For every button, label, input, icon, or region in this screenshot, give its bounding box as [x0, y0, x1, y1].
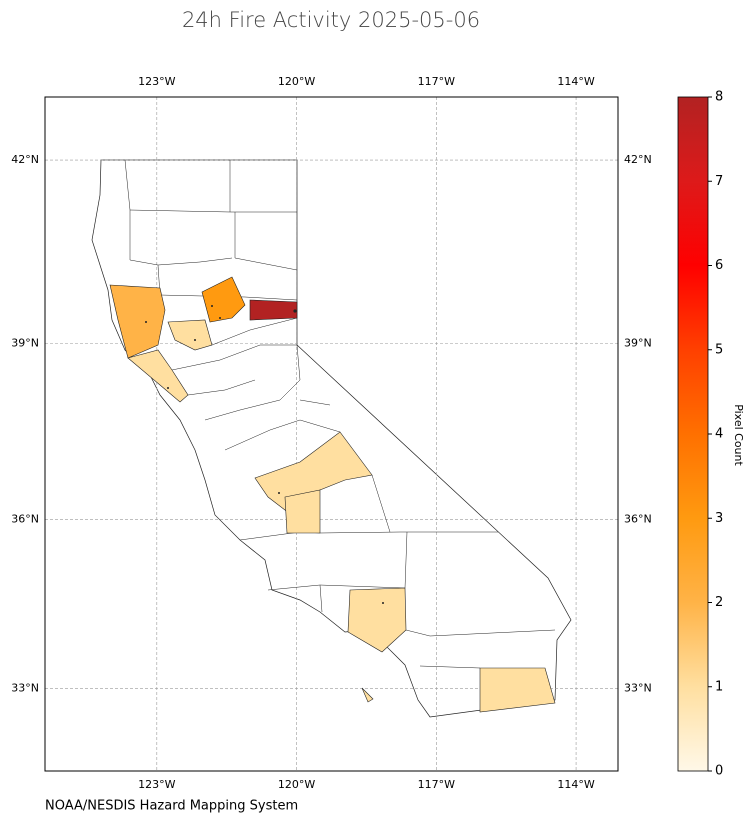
colorbar-tick-label: 2	[715, 595, 723, 610]
fire-region	[109, 284, 166, 359]
y-tick-label: 39°N	[11, 336, 39, 349]
y-tick-label: 36°N	[624, 512, 652, 525]
county-lines	[124, 159, 556, 669]
colorbar-tick-label: 5	[715, 342, 723, 357]
y-tick-label: 42°N	[11, 153, 39, 166]
x-tick-label: 123°W	[138, 778, 175, 791]
fire-region	[347, 587, 407, 653]
x-tick-label: 123°W	[138, 75, 175, 88]
fire-region	[479, 667, 556, 713]
title: 24h Fire Activity 2025-05-06	[182, 8, 480, 32]
y-tick-label: 33°N	[624, 682, 652, 695]
fire-region	[361, 687, 374, 703]
fire-region	[249, 299, 298, 321]
fire-points	[145, 305, 384, 604]
x-tick-label: 114°W	[557, 75, 594, 88]
footer: NOAA/NESDIS Hazard Mapping System	[45, 799, 298, 814]
colorbar-tick-label: 3	[715, 511, 723, 526]
fire-region	[254, 431, 373, 521]
fire-region	[201, 276, 246, 323]
fire-region	[284, 489, 321, 534]
colorbar-tick-label: 1	[715, 679, 723, 694]
colorbar	[677, 96, 709, 772]
colorbar-tick-label: 4	[715, 427, 723, 442]
fire-region	[167, 319, 213, 351]
x-tick-label: 120°W	[278, 778, 315, 791]
x-tick-label: 117°W	[418, 75, 455, 88]
y-tick-label: 42°N	[624, 153, 652, 166]
y-tick-label: 33°N	[11, 682, 39, 695]
fire-region	[127, 349, 189, 403]
map-frame	[44, 96, 619, 772]
colorbar-tick-label: 8	[715, 90, 723, 105]
x-tick-label: 120°W	[278, 75, 315, 88]
colorbar-label: Pixel Count	[732, 404, 745, 466]
x-tick-label: 117°W	[418, 778, 455, 791]
colorbar-tick-label: 0	[715, 764, 723, 779]
colorbar-tick-label: 6	[715, 258, 723, 273]
colorbar-tick-label: 7	[715, 174, 723, 189]
y-tick-label: 39°N	[624, 336, 652, 349]
x-tick-label: 114°W	[557, 778, 594, 791]
y-tick-label: 36°N	[11, 512, 39, 525]
